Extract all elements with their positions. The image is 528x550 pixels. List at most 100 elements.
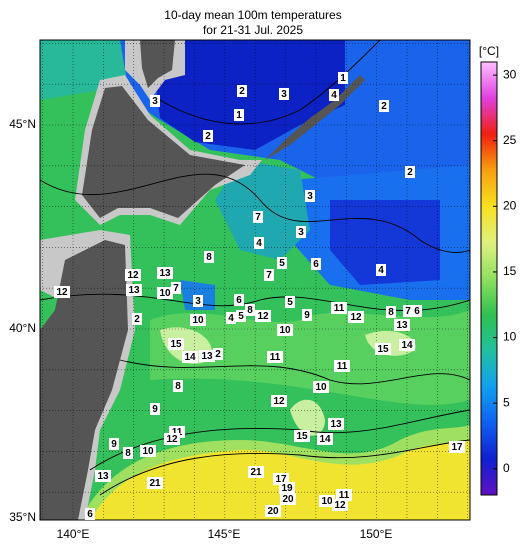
contour-label: 3 bbox=[298, 227, 304, 238]
contour-label-box bbox=[386, 306, 396, 318]
contour-label: 6 bbox=[414, 306, 420, 317]
contour-label: 6 bbox=[236, 295, 242, 306]
contour-label-box bbox=[193, 295, 203, 307]
contour-label: 2 bbox=[215, 349, 221, 360]
sea-zone bbox=[160, 327, 212, 364]
contour-label-box bbox=[182, 351, 198, 363]
contour-label-box bbox=[376, 264, 386, 276]
contour-label-box bbox=[277, 257, 287, 269]
contour-label: 8 bbox=[206, 252, 212, 263]
title-line: for 21-31 Jul. 2025 bbox=[203, 23, 303, 37]
colorbar-tick-label: 15 bbox=[503, 264, 517, 278]
contour-label-box bbox=[336, 489, 352, 501]
lon-label: 140°E bbox=[57, 527, 90, 541]
contour-label-box bbox=[204, 251, 214, 263]
contour-label-box bbox=[140, 445, 156, 457]
lat-label: 35°N bbox=[9, 510, 36, 524]
contour-label: 13 bbox=[128, 285, 140, 296]
contour-label-box bbox=[157, 267, 173, 279]
colorbar-tick-label: 25 bbox=[503, 133, 517, 147]
contour-label-box bbox=[379, 100, 389, 112]
sea-zone bbox=[330, 200, 440, 285]
contour-label: 4 bbox=[331, 90, 337, 101]
contour-label-box bbox=[255, 310, 271, 322]
contour-label: 6 bbox=[313, 259, 319, 270]
land bbox=[82, 86, 245, 218]
contour-label-box bbox=[147, 477, 163, 489]
contour-label-box bbox=[285, 296, 295, 308]
title-line: 10-day mean 100m temperatures bbox=[164, 8, 341, 22]
contour-label-box bbox=[125, 269, 141, 281]
contour-label: 9 bbox=[152, 404, 158, 415]
contour-label: 10 bbox=[192, 315, 204, 326]
contour-label-box bbox=[190, 314, 206, 326]
contour-label: 11 bbox=[172, 427, 183, 438]
contour-label: 15 bbox=[296, 431, 308, 442]
contour-label-box bbox=[319, 495, 335, 507]
contour-label-box bbox=[294, 430, 310, 442]
contour-label-box bbox=[331, 302, 347, 314]
contour-label: 13 bbox=[396, 320, 408, 331]
contour-label: 11 bbox=[334, 303, 345, 314]
contour-label-box bbox=[264, 269, 274, 281]
contour-label: 13 bbox=[97, 471, 109, 482]
contour-label-box bbox=[234, 294, 244, 306]
contour-label: 15 bbox=[377, 344, 389, 355]
contour-label: 15 bbox=[170, 339, 182, 350]
land bbox=[40, 240, 128, 520]
contour-label-box bbox=[168, 338, 184, 350]
contour-label-box bbox=[277, 324, 293, 336]
contour-label: 2 bbox=[134, 314, 140, 325]
contour-label-box bbox=[348, 311, 364, 323]
lon-label: 145°E bbox=[208, 527, 241, 541]
contour-label-box bbox=[54, 286, 70, 298]
contour-label: 12 bbox=[166, 434, 178, 445]
contour-label-box bbox=[150, 95, 160, 107]
islands bbox=[265, 75, 365, 160]
colorbar-tick-label: 30 bbox=[503, 67, 517, 81]
contour-label-box bbox=[150, 403, 160, 415]
contour-label: 21 bbox=[149, 478, 161, 489]
land bbox=[140, 40, 175, 88]
contour-label: 5 bbox=[279, 258, 285, 269]
contour-label-box bbox=[334, 360, 350, 372]
contour-label: 12 bbox=[127, 270, 139, 281]
contour-label: 2 bbox=[239, 86, 245, 97]
contour-label-box bbox=[280, 493, 296, 505]
contour-line bbox=[99, 439, 470, 496]
contour-label-box bbox=[403, 305, 413, 317]
contour-label: 12 bbox=[273, 396, 285, 407]
contour-label: 7 bbox=[405, 306, 411, 317]
contour-label-box bbox=[267, 351, 283, 363]
contour-label-box bbox=[248, 466, 264, 478]
contour-label-box bbox=[126, 284, 142, 296]
contour-label: 3 bbox=[152, 96, 158, 107]
contour-label-box bbox=[236, 310, 246, 322]
colorbar: 0 5 10 15 20 25 30 bbox=[480, 61, 517, 496]
contour-label: 4 bbox=[228, 313, 234, 324]
contour-label: 4 bbox=[378, 265, 384, 276]
contour-label-box bbox=[279, 482, 295, 494]
contour-label-box bbox=[296, 226, 306, 238]
contour-label-box bbox=[405, 166, 415, 178]
contour-label: 10 bbox=[315, 382, 327, 393]
contour-label-box bbox=[332, 499, 348, 511]
contour-label-box bbox=[329, 89, 339, 101]
contour-label-box bbox=[271, 395, 287, 407]
contour-label: 12 bbox=[56, 287, 68, 298]
contour-label-box bbox=[95, 470, 111, 482]
contour-label: 11 bbox=[337, 361, 348, 372]
contour-label: 9 bbox=[304, 310, 310, 321]
colorbar-tick-label: 20 bbox=[503, 199, 517, 213]
lat-label: 45°N bbox=[9, 117, 36, 131]
contour-label-box bbox=[157, 287, 173, 299]
contour-label: 20 bbox=[282, 494, 294, 505]
contour-label-box bbox=[305, 190, 315, 202]
contour-line bbox=[89, 409, 470, 471]
contour-label: 13 bbox=[330, 419, 342, 430]
contour-label-box bbox=[254, 237, 264, 249]
contour-label-box bbox=[199, 350, 215, 362]
contour-label-box bbox=[375, 343, 391, 355]
contour-label-box bbox=[279, 88, 289, 100]
contour-label: 10 bbox=[279, 325, 291, 336]
